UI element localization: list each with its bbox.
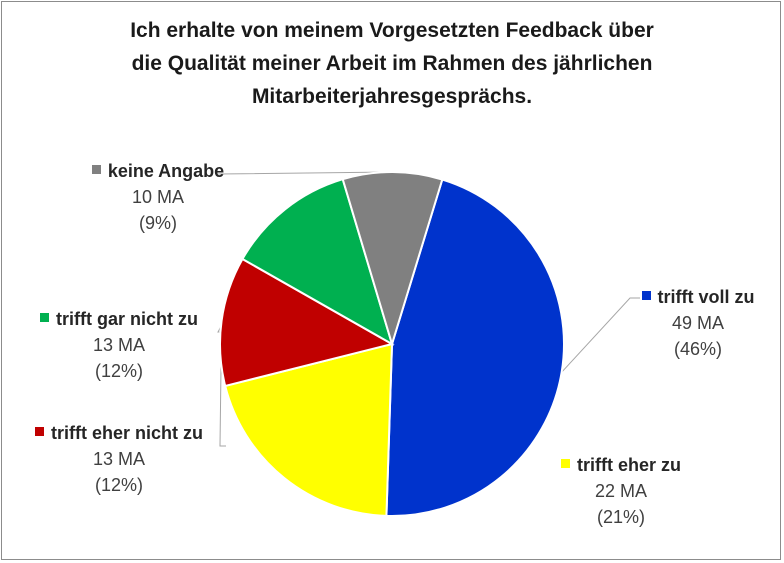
label-percent: (46%) xyxy=(673,339,722,359)
leader-line-keine-angabe xyxy=(217,171,393,175)
label-percent: (12%) xyxy=(94,361,143,381)
label-name: trifft eher zu xyxy=(576,455,681,475)
label-count: 22 MA xyxy=(594,481,648,501)
chart-title: Ich erhalte von meinem Vorgesetzten Feed… xyxy=(60,14,724,113)
leader-line-trifft-voll-zu xyxy=(561,297,640,373)
label-name: trifft gar nicht zu xyxy=(56,309,198,329)
legend-swatch-trifft-gar-nicht-zu xyxy=(40,313,49,322)
data-label-trifft-eher-zu: trifft eher zu 22 MA (21%) xyxy=(546,452,696,530)
data-label-trifft-gar-nicht-zu: trifft gar nicht zu 13 MA (12%) xyxy=(14,306,224,384)
label-count: 13 MA xyxy=(92,335,146,355)
pie-slice-trifft-voll-zu xyxy=(385,178,565,517)
chart-title-line-3: Mitarbeiterjahresgesprächs. xyxy=(251,85,533,108)
label-name: keine Angabe xyxy=(107,161,225,181)
legend-swatch-trifft-voll-zu xyxy=(641,291,651,300)
chart-title-line-1: Ich erhalte von meinem Vorgesetzten Feed… xyxy=(130,19,654,42)
label-name: trifft voll zu xyxy=(657,287,755,307)
data-label-trifft-voll-zu: trifft voll zu 49 MA (46%) xyxy=(638,284,758,362)
pie-slice-trifft-eher-zu xyxy=(223,342,394,517)
label-count: 10 MA xyxy=(131,187,185,207)
label-percent: (21%) xyxy=(596,507,645,527)
data-label-trifft-eher-nicht-zu: trifft eher nicht zu 13 MA (12%) xyxy=(14,420,224,498)
pie-slice-trifft-eher-nicht-zu xyxy=(219,257,395,388)
pie-slice-keine-angabe xyxy=(341,171,444,348)
data-label-keine-angabe: keine Angabe 10 MA (9%) xyxy=(68,158,248,236)
legend-swatch-keine-angabe xyxy=(91,165,101,174)
label-count: 49 MA xyxy=(671,313,725,333)
label-percent: (9%) xyxy=(138,213,177,233)
pie-slices xyxy=(219,171,565,517)
label-name: trifft eher nicht zu xyxy=(51,423,203,443)
chart-title-line-2: die Qualität meiner Arbeit im Rahmen des… xyxy=(131,52,653,75)
label-count: 13 MA xyxy=(92,449,146,469)
legend-swatch-trifft-eher-zu xyxy=(560,459,570,468)
label-percent: (12%) xyxy=(94,475,143,495)
legend-swatch-trifft-eher-nicht-zu xyxy=(35,427,44,436)
